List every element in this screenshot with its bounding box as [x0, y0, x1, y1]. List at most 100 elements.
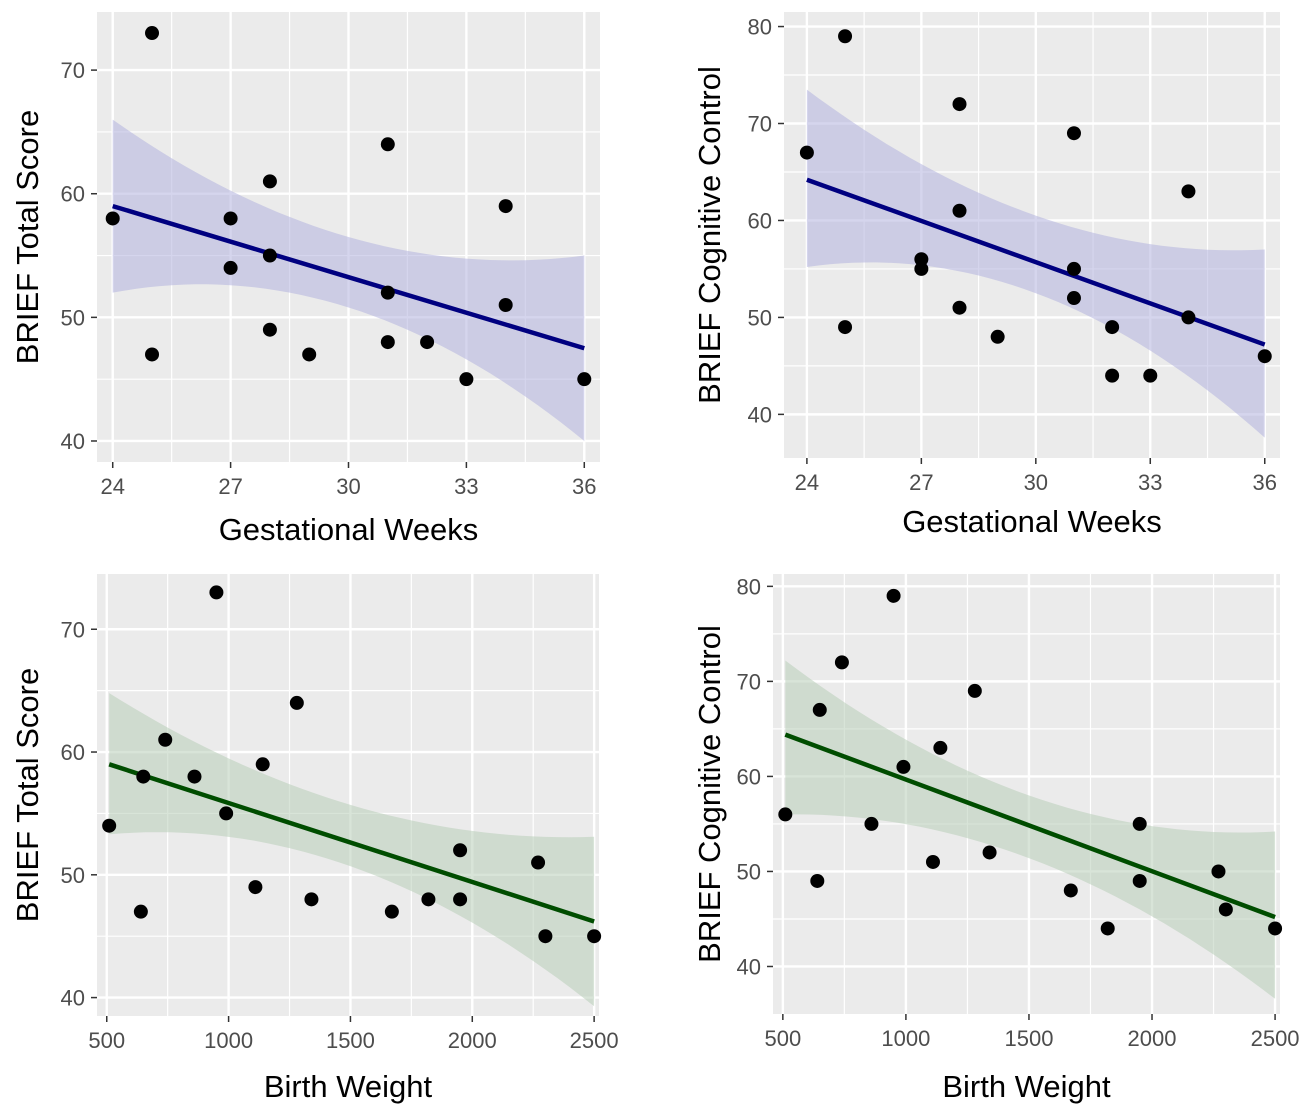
y-tick-label: 60 — [737, 764, 761, 789]
data-point — [1257, 349, 1272, 364]
data-point — [102, 818, 117, 833]
y-axis-title: BRIEF Total Score — [10, 110, 45, 364]
data-point — [1066, 291, 1081, 306]
x-tick-label: 33 — [454, 474, 478, 499]
data-point — [421, 892, 436, 907]
data-point — [255, 757, 270, 772]
data-point — [838, 29, 853, 44]
data-point — [587, 929, 602, 944]
data-point — [262, 322, 277, 337]
x-tick-label: 500 — [764, 1026, 801, 1051]
data-point — [420, 335, 435, 350]
y-tick-label: 80 — [737, 574, 761, 599]
data-point — [145, 347, 160, 362]
data-point — [834, 655, 849, 670]
y-tick-label: 50 — [748, 305, 772, 330]
confidence-band — [112, 119, 585, 441]
data-point — [810, 873, 825, 888]
x-tick-label: 33 — [1138, 470, 1162, 495]
x-tick-label: 27 — [218, 474, 242, 499]
data-point — [1066, 261, 1081, 276]
data-point — [531, 855, 546, 870]
data-point — [886, 588, 901, 603]
data-point — [914, 261, 929, 276]
data-points — [778, 588, 1283, 936]
confidence-band — [109, 693, 595, 1007]
data-point — [248, 880, 263, 895]
axis-ticks: 500 1000 1500 2000 2500 40 50 60 70 — [61, 617, 619, 1053]
x-tick-label: 1500 — [326, 1028, 375, 1053]
data-point — [219, 806, 234, 821]
data-point — [223, 260, 238, 275]
data-point — [453, 892, 468, 907]
y-tick-label: 50 — [737, 859, 761, 884]
data-points — [102, 585, 602, 944]
regression-line — [112, 203, 585, 351]
panel-total-vs-birthweight: 500 1000 1500 2000 2500 40 50 60 70 Birth Weight… — [10, 574, 619, 1104]
data-point — [1105, 368, 1120, 383]
y-tick-label: 40 — [737, 954, 761, 979]
data-point — [289, 695, 304, 710]
data-point — [778, 807, 793, 822]
data-point — [223, 211, 238, 226]
data-point — [577, 372, 592, 387]
x-tick-label: 30 — [336, 474, 360, 499]
data-point — [1132, 873, 1147, 888]
x-tick-label: 36 — [572, 474, 596, 499]
y-tick-label: 70 — [61, 617, 85, 642]
data-point — [982, 845, 997, 860]
data-point — [1143, 368, 1158, 383]
data-point — [1105, 320, 1120, 335]
y-axis-title: BRIEF Total Score — [10, 668, 45, 922]
y-tick-label: 50 — [61, 863, 85, 888]
data-point — [952, 97, 967, 112]
y-axis-title: BRIEF Cognitive Control — [692, 625, 727, 963]
data-point — [799, 145, 814, 160]
y-tick-label: 70 — [737, 669, 761, 694]
x-tick-label: 2500 — [570, 1028, 619, 1053]
y-tick-label: 60 — [61, 740, 85, 765]
data-point — [914, 252, 929, 267]
y-tick-label: 70 — [61, 58, 85, 83]
data-points — [799, 29, 1272, 383]
data-point — [380, 137, 395, 152]
data-point — [209, 585, 224, 600]
axis-ticks: 24 27 30 33 36 40 50 60 70 80 — [748, 15, 1277, 495]
data-point — [304, 892, 319, 907]
data-point — [158, 732, 173, 747]
data-point — [262, 174, 277, 189]
x-axis-title: Gestational Weeks — [219, 512, 479, 547]
data-point — [1218, 902, 1233, 917]
panel-cognitive-vs-birthweight: 500 1000 1500 2000 2500 40 50 60 70 80 Birth Weig… — [692, 574, 1300, 1104]
panel-cognitive-vs-gestational: 24 27 30 33 36 40 50 60 70 80 Gestational Weeks B… — [692, 12, 1280, 539]
data-point — [538, 929, 553, 944]
x-tick-label: 1000 — [881, 1026, 930, 1051]
data-point — [498, 297, 513, 312]
data-point — [1066, 126, 1081, 141]
x-tick-label: 36 — [1252, 470, 1276, 495]
x-tick-label: 24 — [795, 470, 819, 495]
x-tick-label: 2000 — [1128, 1026, 1177, 1051]
y-tick-label: 60 — [748, 208, 772, 233]
data-point — [453, 843, 468, 858]
data-point — [952, 300, 967, 315]
data-point — [925, 854, 940, 869]
y-tick-label: 40 — [61, 429, 85, 454]
y-tick-label: 40 — [61, 986, 85, 1011]
y-tick-label: 70 — [748, 112, 772, 137]
data-points — [105, 26, 592, 387]
x-tick-label: 1000 — [204, 1028, 253, 1053]
x-tick-label: 1500 — [1004, 1026, 1053, 1051]
data-point — [990, 329, 1005, 344]
data-point — [498, 199, 513, 214]
data-point — [136, 769, 151, 784]
data-point — [1063, 883, 1078, 898]
data-point — [380, 335, 395, 350]
data-point — [812, 702, 827, 717]
data-point — [952, 203, 967, 218]
data-point — [933, 740, 948, 755]
data-point — [1181, 184, 1196, 199]
axis-ticks: 24 27 30 33 36 40 50 60 70 — [61, 58, 597, 499]
data-point — [1268, 921, 1283, 936]
